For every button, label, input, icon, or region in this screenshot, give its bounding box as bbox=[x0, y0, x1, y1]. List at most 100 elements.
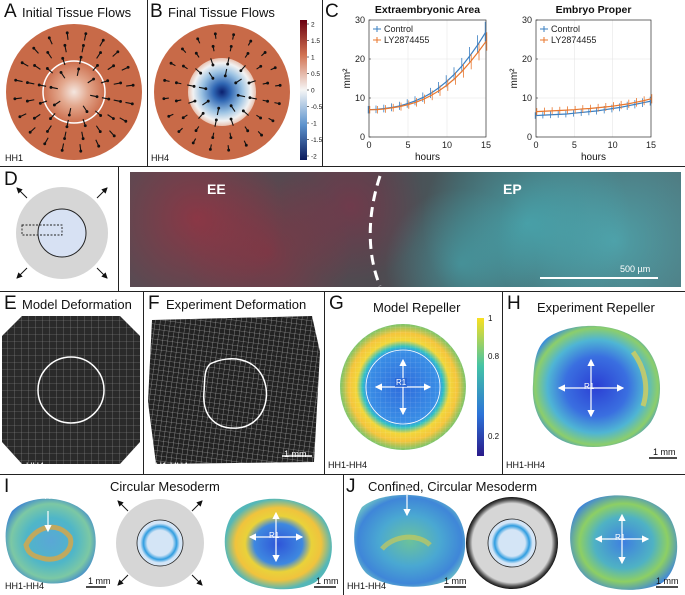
flow-arrow-head bbox=[192, 84, 196, 88]
flow-arrow-head bbox=[49, 117, 52, 121]
flow-arrow-head bbox=[204, 87, 208, 91]
experiment-blob bbox=[5, 498, 96, 584]
panel-title: Circular Mesoderm bbox=[110, 479, 220, 494]
panel-title: Model Repeller bbox=[373, 300, 461, 315]
flow-arrow-head bbox=[234, 81, 238, 85]
flow-arrow-head bbox=[201, 111, 205, 115]
colorbar-tick-label: 2 bbox=[311, 22, 315, 29]
colorbar-tick: 0.2 bbox=[488, 432, 500, 441]
flow-arrow-head bbox=[223, 74, 227, 78]
panel-h: H Experiment Repeller R1 HH1-HH4 1 mm bbox=[503, 292, 685, 474]
flow-arrow-head bbox=[60, 148, 64, 152]
stage-label: HH1-HH4 bbox=[5, 581, 45, 591]
flow-arrow-head bbox=[81, 43, 85, 47]
flow-arrow-head bbox=[65, 31, 69, 35]
panel-label: F bbox=[148, 293, 160, 314]
boundary-outline bbox=[203, 358, 268, 429]
panel-title: Confined, Circular Mesoderm bbox=[368, 479, 538, 494]
flow-arrow-head bbox=[77, 67, 81, 71]
flow-arrow-head bbox=[213, 32, 217, 36]
flow-arrow-head bbox=[79, 149, 83, 153]
flow-arrow-head bbox=[99, 114, 103, 117]
panel-title: Initial Tissue Flows bbox=[22, 5, 132, 20]
model-repeller-map bbox=[340, 318, 484, 456]
flow-arrow-head bbox=[247, 81, 251, 85]
flow-arrow-head bbox=[236, 93, 240, 97]
row-divider-3 bbox=[0, 474, 685, 475]
panel-label: C bbox=[325, 1, 339, 22]
flow-arrow-head bbox=[33, 64, 37, 67]
panel-label: A bbox=[4, 1, 17, 22]
flow-arrow-head bbox=[211, 76, 215, 80]
r1-label: R1 bbox=[269, 531, 280, 540]
colorbar-tick-label: -1.5 bbox=[311, 137, 322, 144]
panel-title: Experiment Deformation bbox=[166, 297, 307, 312]
inner-disc bbox=[37, 208, 87, 258]
flow-arrow-head bbox=[18, 115, 22, 119]
mesoderm-ring bbox=[487, 518, 537, 568]
ep-label: EP bbox=[503, 181, 522, 197]
flow-arrow-head bbox=[229, 104, 233, 108]
x-axis-label: hours bbox=[415, 152, 440, 163]
mesoderm-ring bbox=[136, 519, 184, 567]
flow-arrow-head bbox=[37, 83, 41, 87]
area-charts: 0 10 20 30 0 5 10 15 Extraembryonic Area hours mm²… bbox=[342, 4, 656, 163]
explant-schematic bbox=[16, 187, 108, 279]
flow-arrow-head bbox=[106, 79, 110, 83]
scale-label: 1 mm bbox=[656, 576, 679, 586]
scale-label: 1 mm bbox=[88, 576, 111, 586]
flow-arrow-head bbox=[226, 62, 230, 66]
series-1 bbox=[369, 32, 488, 114]
flow-arrow-head bbox=[246, 129, 250, 133]
panel-label: H bbox=[507, 293, 521, 314]
plot-frame bbox=[535, 19, 652, 138]
flow-arrow-head bbox=[211, 63, 215, 67]
flow-arrow-head bbox=[211, 44, 215, 48]
flow-arrow-head bbox=[63, 137, 67, 141]
flow-arrow-head bbox=[174, 81, 178, 85]
boundary-line bbox=[368, 175, 382, 287]
scale-label: 500 µm bbox=[620, 264, 651, 274]
flow-arrow-head bbox=[28, 130, 32, 134]
panel-b: B Final Tissue Flows 2 1.5 1 0.5 0 -0.5 -1 -1.5… bbox=[148, 0, 322, 166]
legend-label: Control bbox=[551, 24, 580, 34]
panel-label: I bbox=[4, 476, 10, 497]
stage-label: HH1-HH4 bbox=[328, 460, 368, 470]
flow-arrow-head bbox=[180, 47, 184, 51]
flow-arrow-head bbox=[52, 103, 56, 107]
flow-arrow-head bbox=[199, 71, 203, 75]
flow-arrow-head bbox=[229, 44, 233, 48]
inner-circle bbox=[365, 349, 441, 425]
flow-arrow-head bbox=[246, 51, 250, 55]
flow-arrow-head bbox=[167, 114, 171, 118]
flow-arrow-head bbox=[96, 63, 99, 67]
row-divider-1 bbox=[0, 166, 685, 167]
flow-arrow-head bbox=[181, 64, 185, 68]
y-tick-label: 20 bbox=[355, 54, 365, 64]
flow-arrow-head bbox=[232, 33, 236, 37]
x-tick-label: 5 bbox=[405, 140, 410, 150]
panel-label: J bbox=[346, 476, 356, 497]
inner-region bbox=[43, 61, 105, 123]
a-label: A bbox=[45, 492, 51, 501]
flow-arrow-head bbox=[98, 130, 102, 134]
colorbar bbox=[477, 318, 484, 456]
flow-arrows bbox=[13, 31, 135, 153]
flow-arrow-head bbox=[84, 32, 88, 36]
x-tick-label: 15 bbox=[646, 140, 656, 150]
x-tick-label: 15 bbox=[481, 140, 491, 150]
flow-arrow-head bbox=[99, 51, 102, 55]
flow-arrow-head bbox=[206, 99, 210, 103]
flow-arrow-head bbox=[266, 99, 270, 103]
flow-arrow-head bbox=[130, 102, 134, 106]
legend-label: LY2874455 bbox=[384, 35, 429, 45]
experiment-blob bbox=[354, 494, 466, 587]
flow-arrows bbox=[162, 32, 282, 152]
final-flow-field: 2 1.5 1 0.5 0 -0.5 -1 -1.5 -2 bbox=[154, 20, 322, 161]
r1-label: R1 bbox=[615, 533, 626, 542]
panel-f: F Experiment Deformation HH1-HH4 1 mm bbox=[144, 292, 324, 474]
flow-arrow-head bbox=[229, 117, 233, 121]
chart-title: Embryo Proper bbox=[556, 4, 632, 16]
panel-title: Model Deformation bbox=[22, 297, 132, 312]
flow-arrow-head bbox=[14, 78, 18, 82]
